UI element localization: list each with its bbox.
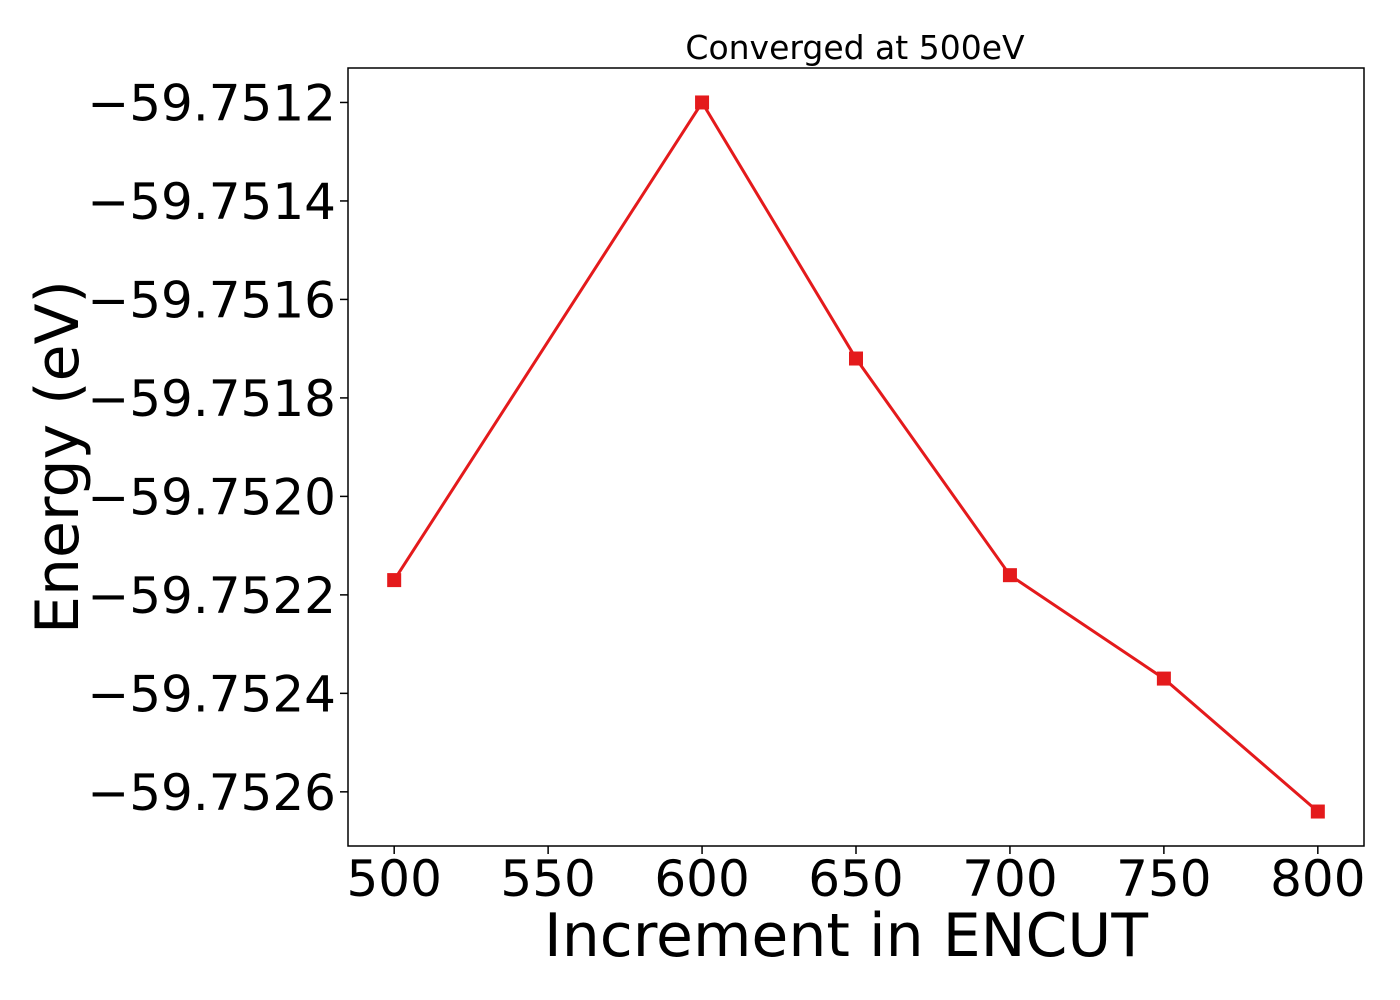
data-point: [1156, 671, 1171, 686]
y-tick-label: −59.7524: [87, 665, 336, 723]
x-tick-label: 550: [500, 850, 595, 908]
y-tick-label: −59.7514: [87, 173, 336, 231]
y-tick-label: −59.7518: [87, 370, 336, 428]
data-point: [1310, 804, 1325, 819]
x-tick-label: 650: [808, 850, 903, 908]
data-point: [387, 573, 402, 588]
series-markers: [387, 95, 1325, 819]
y-axis-label: Energy (eV): [23, 280, 93, 634]
series-line: [392, 99, 1319, 813]
x-tick-label: 500: [346, 850, 441, 908]
y-tick-label: −59.7526: [87, 764, 336, 822]
x-axis-label: Increment in ENCUT: [544, 901, 1148, 971]
data-point: [849, 351, 863, 366]
chart-title: Converged at 500eV: [685, 28, 1025, 67]
x-tick-label: 600: [654, 850, 749, 908]
x-tick-label: 700: [962, 850, 1057, 908]
data-point: [1002, 568, 1017, 583]
y-tick-label: −59.7520: [87, 468, 336, 526]
plot-frame: [347, 67, 1365, 847]
y-tick-label: −59.7512: [87, 74, 336, 132]
y-axis: −59.7512 −59.7514 −59.7516 −59.7518 −59.7520…: [87, 74, 348, 822]
x-axis: 500 550 600 650 700 750 800: [346, 846, 1366, 908]
y-tick-label: −59.7516: [87, 271, 336, 329]
x-tick-label: 800: [1270, 850, 1365, 908]
data-point: [695, 95, 710, 110]
x-tick-label: 750: [1116, 850, 1211, 908]
y-tick-label: −59.7522: [87, 567, 336, 625]
